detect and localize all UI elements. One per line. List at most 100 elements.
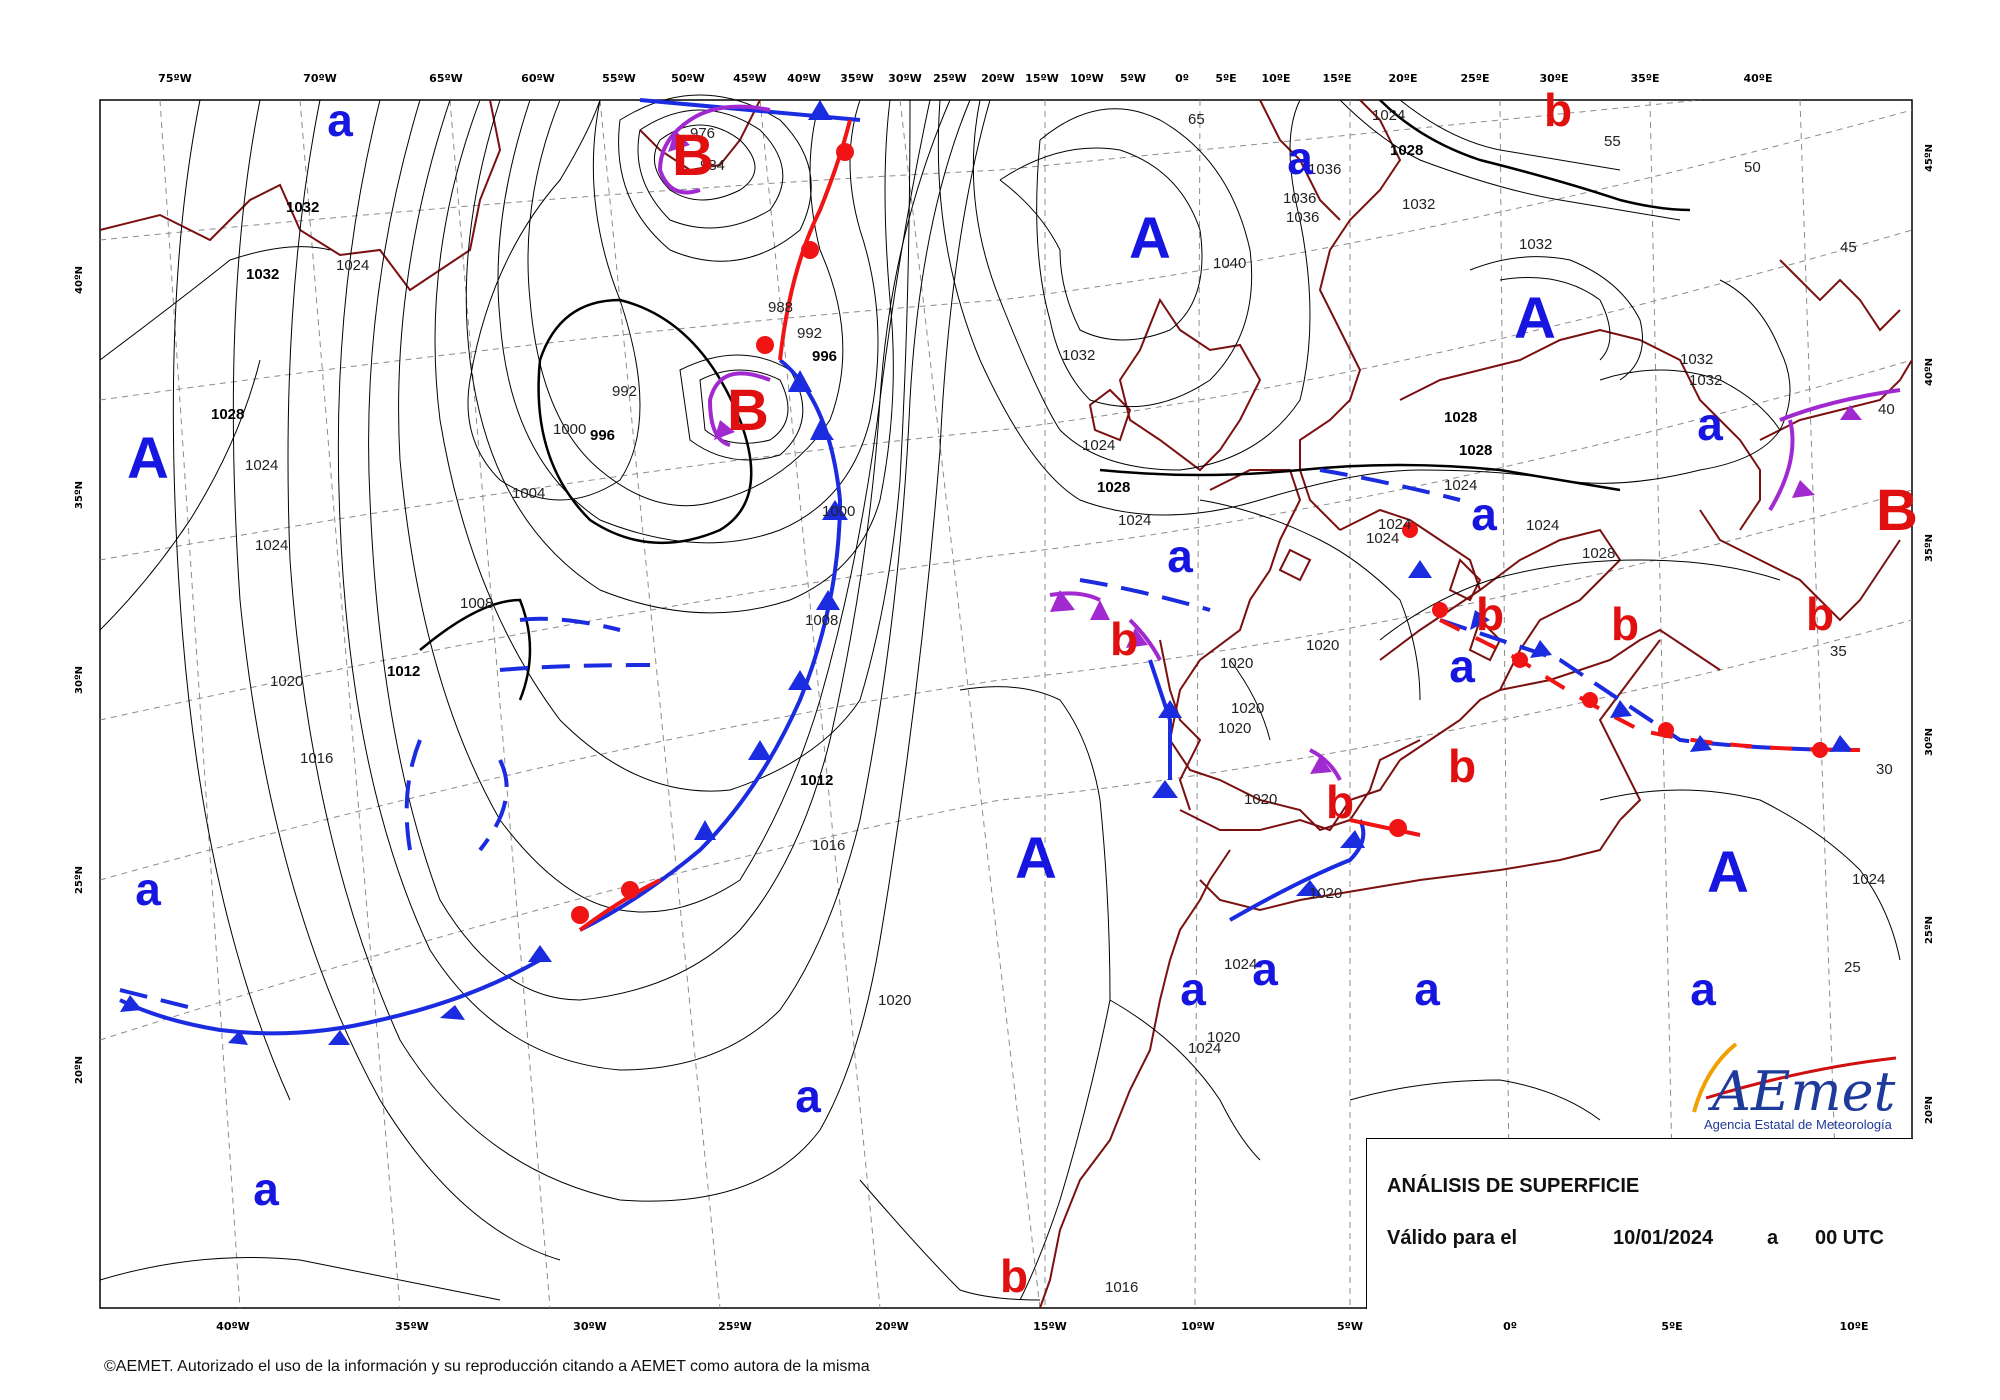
top-longitude-label: 0º — [1175, 72, 1189, 85]
isobar-label: 1024 — [1366, 530, 1399, 547]
valid-label: Válido para el — [1387, 1227, 1518, 1249]
isobars — [99, 94, 1901, 1301]
isobar-label: 1020 — [1218, 720, 1251, 737]
isobar-label: 1000 — [822, 503, 855, 520]
copyright-notice: ©AEMET. Autorizado el uso de la informac… — [104, 1358, 870, 1375]
isobar-label: 1040 — [1213, 255, 1246, 272]
top-longitude-labels: 75ºW 70ºW 65ºW 60ºW 55ºW 50ºW 45ºW 40ºW 35ºW 30ºW… — [158, 72, 1772, 85]
top-longitude-label: 30ºE — [1539, 72, 1568, 85]
isobar-label: 1032 — [1680, 351, 1713, 368]
high-pressure-center: A — [1015, 826, 1057, 891]
isobar-label: 1020 — [1306, 637, 1339, 654]
right-latitude-label: 30ºN — [1924, 728, 1935, 756]
isobar-label: 1024 — [1378, 516, 1411, 533]
low-pressure-center: B — [1876, 478, 1918, 543]
isobar-label: 1024 — [1852, 871, 1885, 888]
isobar-label: 1032 — [1519, 236, 1552, 253]
map-frame — [99, 99, 1913, 1309]
legend-box: ANÁLISIS DE SUPERFICIE Válido para el 10… — [1366, 1138, 1913, 1309]
top-longitude-label: 5ºE — [1215, 72, 1236, 85]
isobar-label: 1024 — [1118, 512, 1151, 529]
right-latitude-label: 45ºN — [1924, 144, 1935, 172]
isobar-label: 1016 — [300, 750, 333, 767]
relative-low-center: b — [1544, 84, 1572, 136]
top-longitude-label: 20ºE — [1388, 72, 1417, 85]
high-pressure-center: A — [1514, 286, 1556, 351]
isobar-label: 1028 — [1582, 545, 1615, 562]
relative-low-center: b — [1476, 588, 1504, 640]
isobar-label: 1032 — [286, 199, 319, 216]
top-longitude-label: 75ºW — [158, 72, 192, 85]
inner-latitude-labels: 65 55 50 45 40 35 30 25 — [1188, 111, 1895, 976]
inner-latitude-label: 25 — [1844, 959, 1861, 976]
low-pressure-center: B — [727, 378, 769, 443]
isobar-labels: 9769849889929969929961000100010041008100… — [211, 107, 1885, 1296]
top-longitude-label: 60ºW — [521, 72, 555, 85]
warm-front-dashed — [1439, 618, 1861, 752]
top-longitude-label: 25ºE — [1460, 72, 1489, 85]
relative-high-center: a — [1180, 963, 1206, 1015]
coastlines — [99, 99, 1913, 1309]
valid-at: a — [1767, 1227, 1779, 1249]
isobar-label: 1024 — [1444, 477, 1477, 494]
isobar-label: 1024 — [1082, 437, 1115, 454]
top-longitude-label: 40ºW — [787, 72, 821, 85]
left-latitude-label: 25ºN — [74, 866, 85, 894]
relative-high-center: a — [1471, 488, 1497, 540]
relative-low-center: b — [1000, 1250, 1028, 1302]
relative-high-center: a — [795, 1070, 821, 1122]
isobar-label: 1016 — [812, 837, 845, 854]
relative-high-center: a — [253, 1163, 279, 1215]
inner-latitude-label: 55 — [1604, 133, 1621, 150]
aemet-logo: AEmet Agencia Estatal de Meteorología — [1686, 1028, 1908, 1134]
valid-time: 00 UTC — [1815, 1227, 1884, 1249]
isobar-label: 1032 — [1062, 347, 1095, 364]
left-latitude-label: 40ºN — [74, 266, 85, 294]
isobar-label: 1020 — [1207, 1029, 1240, 1046]
isobar-label: 1032 — [246, 266, 279, 283]
isobar-label: 1032 — [1689, 372, 1722, 389]
relative-low-center: b — [1110, 613, 1138, 665]
relative-low-center: b — [1448, 740, 1476, 792]
right-latitude-labels: 45ºN 40ºN 35ºN 30ºN 25ºN 20ºN — [1924, 144, 1935, 1124]
isobar-label: 1024 — [1526, 517, 1559, 534]
top-longitude-label: 35ºW — [840, 72, 874, 85]
logo-arc — [1692, 1042, 1738, 1113]
top-longitude-label: 55ºW — [602, 72, 636, 85]
bottom-longitude-label: 15ºW — [1033, 1320, 1067, 1333]
isobar-label: 1004 — [512, 485, 545, 502]
bottom-longitude-label: 10ºW — [1181, 1320, 1215, 1333]
isobar-label: 1020 — [878, 992, 911, 1009]
top-longitude-label: 50ºW — [671, 72, 705, 85]
isobar-label: 1020 — [1309, 885, 1342, 902]
isobar-label: 984 — [700, 157, 725, 174]
isobar-label: 988 — [768, 299, 793, 316]
right-latitude-label: 20ºN — [1924, 1096, 1935, 1124]
right-latitude-label: 40ºN — [1924, 358, 1935, 386]
high-pressure-center: A — [1707, 840, 1749, 905]
relative-high-center: a — [1690, 963, 1716, 1015]
bottom-longitude-label: 5ºW — [1337, 1320, 1363, 1333]
bottom-longitude-label: 20ºW — [875, 1320, 909, 1333]
top-longitude-label: 25ºW — [933, 72, 967, 85]
top-longitude-label: 40ºE — [1743, 72, 1772, 85]
isobar-label: 1024 — [245, 457, 278, 474]
top-longitude-label: 65ºW — [429, 72, 463, 85]
isobar-label: 1028 — [211, 406, 244, 423]
top-longitude-label: 20ºW — [981, 72, 1015, 85]
bottom-longitude-label: 30ºW — [573, 1320, 607, 1333]
isobar-label: 1028 — [1444, 409, 1477, 426]
isobar-label: 1024 — [1224, 956, 1257, 973]
isobar-label: 1024 — [1372, 107, 1405, 124]
isobar-label: 996 — [590, 427, 615, 444]
isobar-label: 992 — [612, 383, 637, 400]
relative-high-center: a — [327, 94, 353, 146]
isobar-label: 1020 — [270, 673, 303, 690]
relative-high-center: a — [1167, 530, 1193, 582]
inner-latitude-label: 50 — [1744, 159, 1761, 176]
relative-high-center: a — [1449, 640, 1475, 692]
relative-high-center: a — [1697, 398, 1723, 450]
top-longitude-label: 10ºW — [1070, 72, 1104, 85]
inner-latitude-label: 35 — [1830, 643, 1847, 660]
